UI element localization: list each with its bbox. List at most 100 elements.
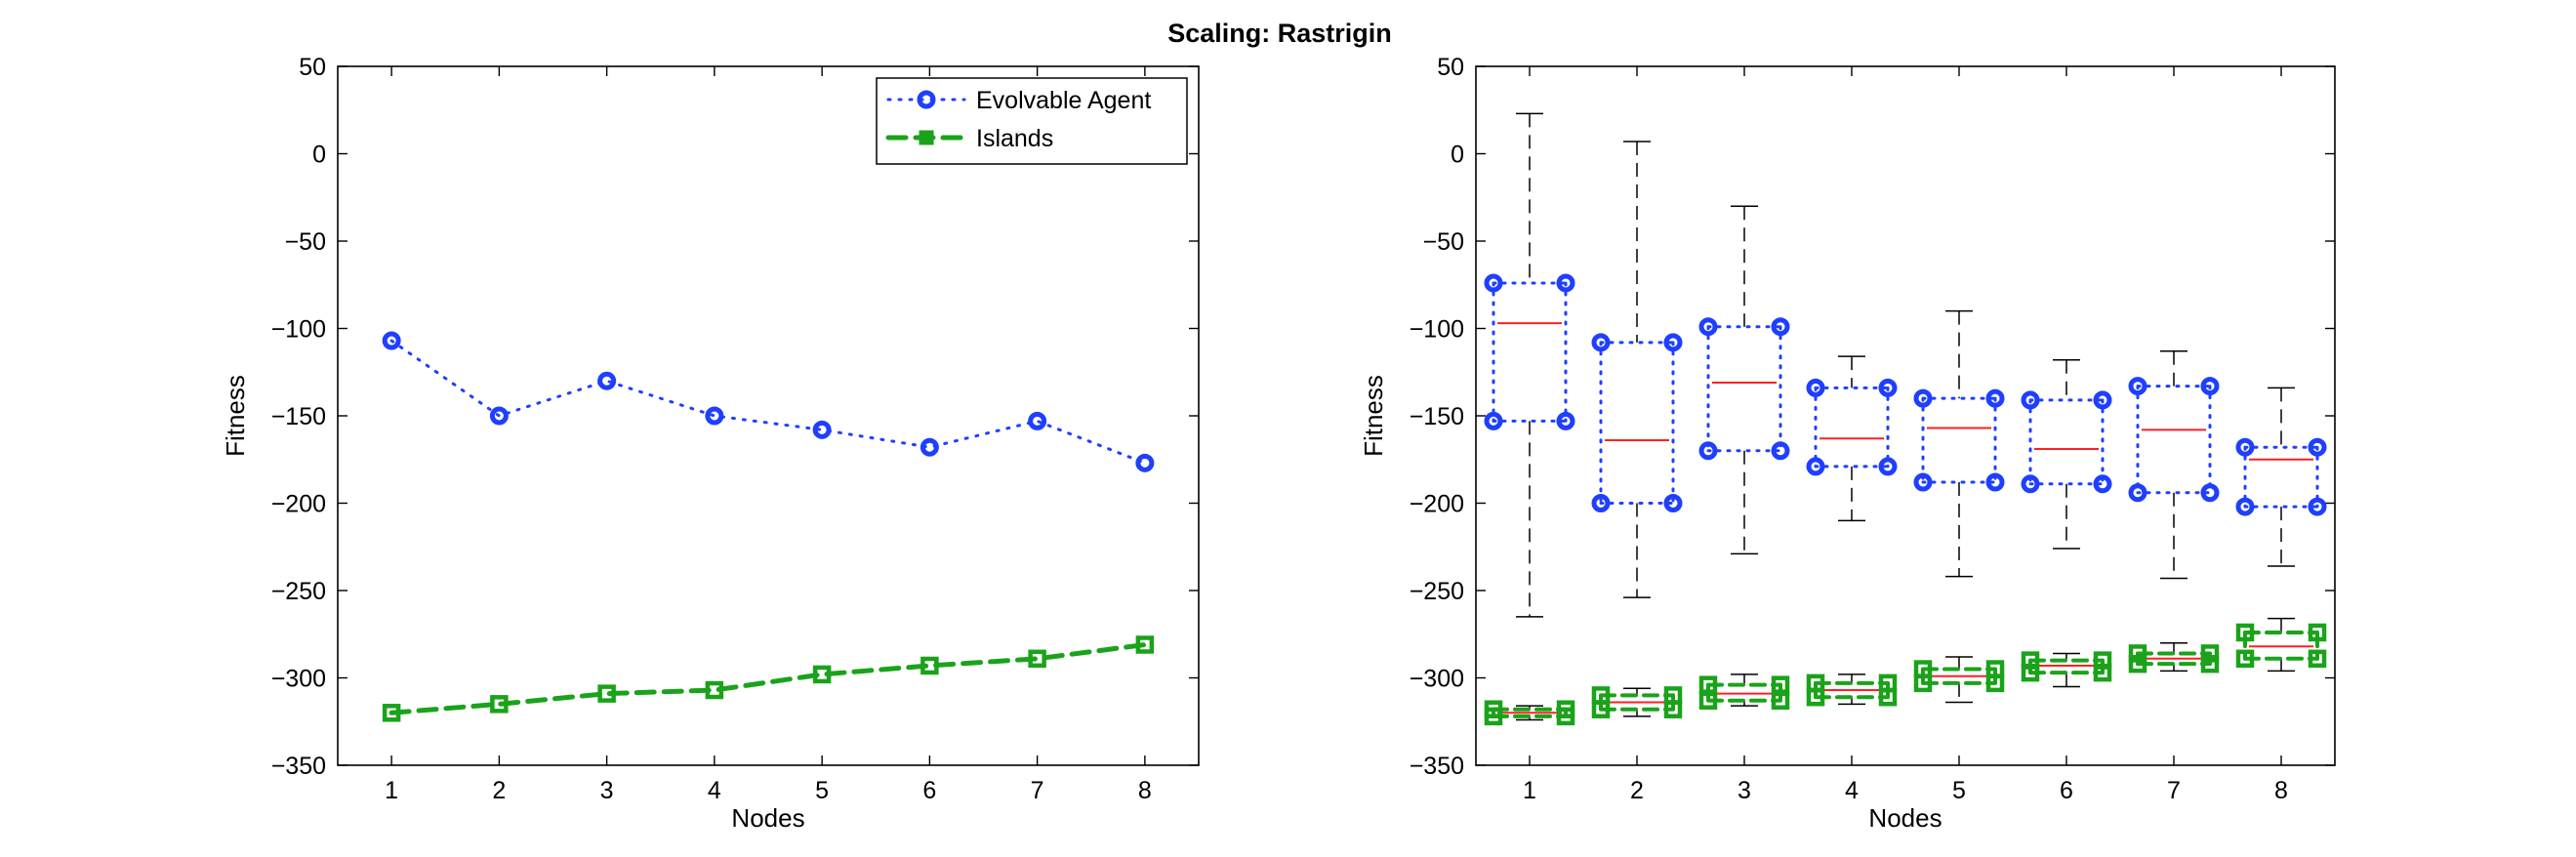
data-point	[920, 437, 939, 457]
box-corner-marker	[2200, 483, 2220, 503]
data-point	[1135, 635, 1155, 654]
series-line	[388, 641, 1148, 715]
box-corner-marker	[1556, 411, 1575, 430]
data-point	[1028, 411, 1047, 430]
x-tick-label: 6	[2060, 777, 2073, 804]
box-corner-marker	[1771, 691, 1790, 711]
box-item	[1698, 673, 1790, 711]
legend-label: Islands	[976, 125, 1053, 152]
plot-area	[337, 65, 1200, 766]
box-item	[1806, 673, 1898, 707]
x-tick-label: 5	[1952, 777, 1966, 804]
box-corner-marker	[2021, 474, 2040, 494]
x-axis-label: Nodes	[1868, 803, 1942, 833]
y-tick-label: −350	[1410, 753, 1464, 780]
box-corner-marker	[1913, 472, 1933, 492]
x-tick-label: 6	[922, 777, 936, 804]
x-axis-label: Nodes	[731, 803, 804, 833]
x-tick-label: 8	[2274, 777, 2288, 804]
box-corner-marker	[1878, 687, 1898, 707]
box-corner-marker	[1878, 457, 1898, 476]
box-corner-marker	[1591, 494, 1611, 512]
box-corner-marker	[2200, 654, 2220, 673]
data-point	[490, 695, 509, 714]
box-item	[2128, 350, 2220, 580]
y-tick-label: −250	[271, 578, 326, 605]
y-tick-label: −300	[271, 666, 326, 693]
box-corner-marker	[1556, 273, 1575, 293]
data-point	[597, 371, 617, 390]
box-corner-marker	[2308, 437, 2327, 457]
y-tick-label: −50	[285, 228, 326, 256]
box-corner-marker	[2235, 623, 2255, 642]
y-tick-label: −150	[1410, 403, 1464, 430]
box-corner-marker	[1878, 378, 1898, 397]
box-plot-panel: 50 0 −50 −100 −150 −200 −250 −300 −350 1 2 3 4 5 6 7 8 No…	[1359, 54, 2336, 833]
box-item	[2128, 641, 2220, 673]
box-corner-marker	[2093, 663, 2112, 682]
box-item	[2235, 387, 2327, 567]
box-corner-marker	[1484, 273, 1503, 293]
y-tick-label: −200	[271, 491, 326, 518]
line-chart-panel: 50 0 −50 −100 −150 −200 −250 −300 −350 1 2 3 4 5 6 7 8 No…	[221, 54, 1200, 833]
data-point	[382, 331, 401, 350]
box-corner-marker	[2200, 377, 2220, 396]
box-corner-marker	[1698, 441, 1718, 461]
x-tick-label: 1	[385, 777, 398, 804]
box-item	[1484, 112, 1575, 618]
box-corner-marker	[2128, 377, 2147, 396]
box-item	[2021, 358, 2112, 550]
x-tick-label: 3	[1738, 777, 1751, 804]
legend-label: Evolvable Agent	[976, 87, 1151, 114]
box-corner-marker	[1698, 691, 1718, 711]
legend-marker	[919, 130, 934, 145]
box-item	[1913, 656, 2005, 704]
box-item	[1484, 700, 1575, 726]
box-corner-marker	[2308, 623, 2327, 642]
box-item	[1913, 309, 2005, 578]
box-item	[2235, 617, 2327, 673]
box-corner-marker	[2235, 497, 2255, 516]
box-item	[1698, 205, 1790, 555]
box-corner-marker	[1591, 700, 1611, 718]
data-point	[1028, 649, 1046, 669]
data-point	[489, 406, 509, 426]
x-tick-label: 1	[1523, 777, 1536, 804]
box-corner-marker	[2308, 649, 2327, 669]
box-corner-marker	[2235, 437, 2255, 457]
x-tick-label: 8	[1138, 777, 1152, 804]
box-corner-marker	[2093, 474, 2112, 494]
box-corner-marker	[1985, 388, 2005, 408]
x-tick-label: 5	[815, 777, 829, 804]
data-point	[705, 680, 724, 700]
y-tick-label: −250	[1410, 578, 1464, 605]
y-tick-label: −50	[1423, 228, 1464, 256]
y-tick-label: −150	[271, 403, 326, 430]
y-tick-label: −350	[271, 753, 326, 780]
box-corner-marker	[1771, 317, 1790, 337]
box-corner-marker	[1913, 388, 1933, 408]
box-corner-marker	[1663, 494, 1683, 512]
y-tick-label: −100	[1410, 316, 1464, 344]
data-point	[382, 704, 401, 722]
box-corner-marker	[1484, 707, 1503, 726]
box-corner-marker	[2021, 390, 2040, 410]
series-line	[389, 339, 1147, 465]
box-corner-marker	[1663, 700, 1683, 718]
data-point	[812, 665, 832, 684]
box-corner-marker	[2093, 390, 2112, 410]
x-tick-label: 2	[1630, 777, 1644, 804]
y-tick-label: −300	[1410, 666, 1464, 693]
x-tick-label: 7	[2167, 777, 2181, 804]
box-corner-marker	[1556, 707, 1575, 726]
box-corner-marker	[1663, 333, 1683, 352]
box-corner-marker	[1985, 472, 2005, 492]
x-tick-label: 4	[708, 777, 721, 804]
box-corner-marker	[1484, 411, 1503, 430]
box-corner-marker	[1591, 333, 1611, 352]
box-corner-marker	[2200, 644, 2220, 663]
box-corner-marker	[2128, 654, 2147, 673]
y-tick-label: −100	[271, 316, 326, 344]
y-tick-label: 0	[1451, 142, 1464, 169]
box-corner-marker	[1698, 317, 1718, 337]
